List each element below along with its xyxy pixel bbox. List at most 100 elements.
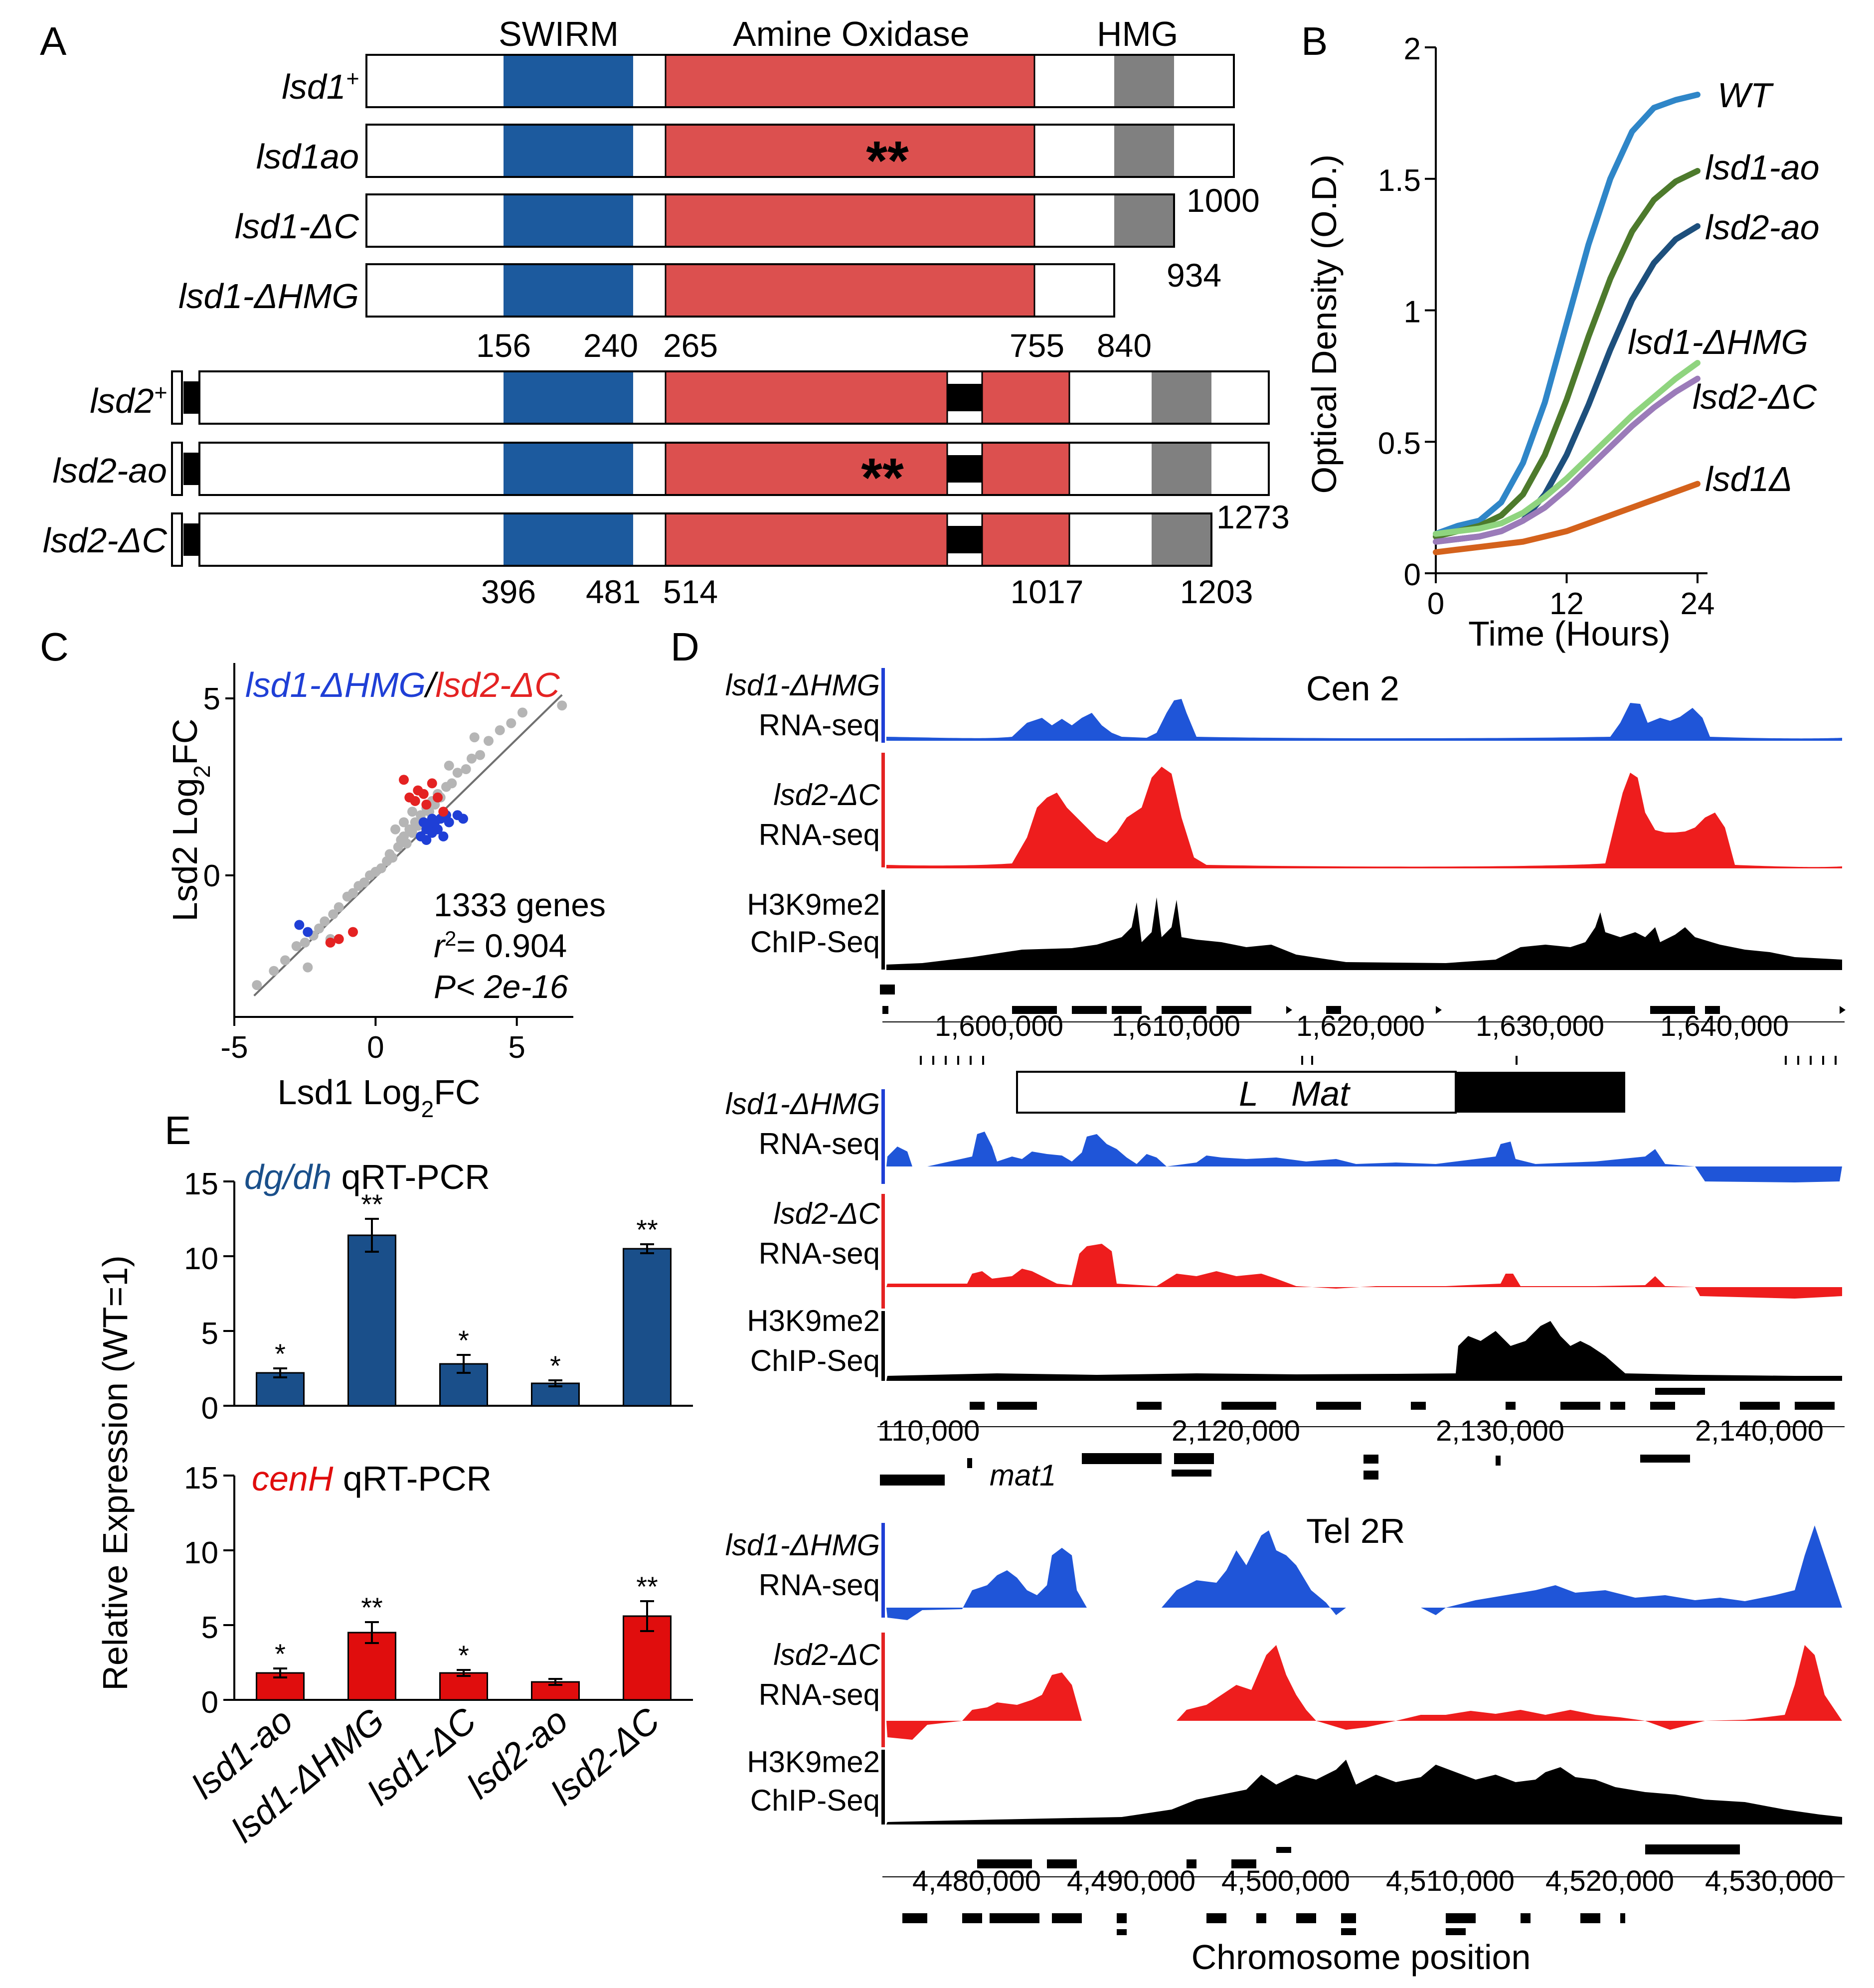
panel-label-d: D [671, 625, 699, 669]
scatter-point [280, 955, 290, 966]
scatter-point [303, 927, 313, 937]
scatter-point [447, 778, 457, 789]
curve-label-lsd1-dHMG: lsd1-ΔHMG [1628, 323, 1808, 361]
panel-c: C lsd1-ΔHMG/lsd2-ΔC Lsd2 Log2FC Lsd1 Log… [40, 625, 606, 1122]
expression-bar [347, 1234, 396, 1407]
lsd2-dC-bar [171, 512, 1212, 567]
scatter-point [291, 941, 302, 951]
aa-number: 1203 [1180, 573, 1253, 610]
x-tick-label: -5 [220, 1030, 248, 1065]
aa-number: 156 [476, 327, 531, 364]
panel-label-a: A [40, 19, 67, 63]
growth-xlabel: Time (Hours) [1468, 614, 1671, 653]
scatter-point [328, 909, 339, 920]
scatter-point [303, 962, 313, 973]
significance-mark: * [550, 1350, 561, 1381]
scatter-point [390, 824, 400, 834]
scatter-point [438, 807, 449, 817]
mat-genes [880, 1453, 1690, 1486]
scatter-point [401, 838, 412, 849]
scatter-title: lsd1-ΔHMG/lsd2-ΔC [245, 665, 560, 704]
growth-curve-line [1433, 375, 1701, 545]
coord-tick: 4,500,000 [1221, 1865, 1350, 1897]
track-label-lsd1: lsd1-ΔHMG [725, 1528, 880, 1562]
track-label-lsd1: lsd1-ΔHMG [725, 668, 880, 702]
x-tick-label: 24 [1681, 587, 1715, 621]
y-tick-label: 0 [1404, 558, 1421, 592]
scatter-point [421, 835, 432, 845]
significance-mark: ** [361, 1188, 383, 1220]
y-tick-label: 10 [184, 1242, 218, 1276]
aa-number: 1273 [1216, 498, 1290, 535]
aa-number: 1017 [1011, 573, 1084, 610]
track-h3k9-cen2 [886, 897, 1842, 970]
track-h3k9-tel [886, 1760, 1842, 1824]
scatter-point [467, 753, 477, 764]
scatter-point [427, 778, 437, 789]
significance-mark: * [458, 1640, 469, 1671]
gene-track-mat [970, 1388, 1835, 1410]
aa-number: 265 [663, 327, 718, 364]
coord-tick: 110,000 [877, 1415, 980, 1447]
mutation-mark: ** [861, 447, 904, 508]
gene-track-cen2 [882, 1006, 1846, 1014]
scatter-point [506, 718, 516, 728]
construct-label: lsd2-ΔC [43, 521, 168, 560]
track-lsd2-cen2 [886, 767, 1842, 868]
track-label-chip: ChIP-Seq [750, 1784, 880, 1817]
construct-label: lsd1+ [282, 66, 359, 107]
construct-label: lsd1-ΔC [235, 207, 359, 246]
growth-curve-line [1433, 91, 1701, 537]
lsd1ao-bar: ** [365, 124, 1235, 191]
scatter-ticks: -5 0 5 5 0 [203, 682, 525, 1065]
y-tick-label: 1 [1404, 295, 1421, 330]
y-tick-label: 15 [184, 1461, 218, 1495]
lsd1-dHMG-bar [365, 263, 1115, 318]
y-tick-label: 0 [201, 1685, 218, 1720]
growth-ticks: 0 0.5 1 1.5 2 0 12 24 [1378, 32, 1715, 621]
y-tick-label: 10 [184, 1536, 218, 1570]
y-tick-label: 0 [203, 859, 220, 893]
scatter-point [399, 817, 409, 828]
coord-tick: 2,120,000 [1172, 1415, 1300, 1447]
scatter-point [269, 966, 279, 976]
scatter-xlabel: Lsd1 Log2FC [278, 1073, 481, 1122]
scatter-point [484, 736, 494, 746]
expression-ylabel: Relative Expression (WT=1) [96, 1255, 135, 1690]
y-tick-label: 1.5 [1378, 164, 1421, 198]
x-tick-label: 0 [1427, 587, 1444, 621]
domain-label-swirm: SWIRM [499, 14, 619, 53]
y-tick-label: 5 [201, 1611, 218, 1645]
domain-label-hmg: HMG [1097, 14, 1178, 53]
track-label-lsd2: lsd2-ΔC [773, 778, 880, 812]
scatter-point [399, 775, 409, 785]
track-label-rna: RNA-seq [759, 1678, 880, 1711]
scatter-point [294, 920, 305, 930]
scatter-point [469, 732, 480, 743]
scatter-point [444, 817, 454, 828]
aa-number: 396 [481, 573, 536, 610]
coord-tick: 1,630,000 [1476, 1010, 1604, 1042]
coord-tick: 4,510,000 [1386, 1865, 1515, 1897]
track-label-lsd2: lsd2-ΔC [773, 1638, 880, 1671]
scatter-point [252, 980, 262, 991]
lsd1-plus-bar [365, 54, 1235, 108]
scatter-point [410, 796, 420, 806]
panel-d: D Cen 2 lsd1-ΔHMG RNA-seq lsd2-ΔC RNA-se… [671, 625, 1846, 1977]
significance-mark: ** [636, 1571, 658, 1602]
panel-label-b: B [1301, 19, 1328, 63]
aa-number: 514 [663, 573, 718, 610]
track-label-chip: ChIP-Seq [750, 925, 880, 959]
scatter-point [517, 707, 527, 718]
scatter-annotation-genes: 1333 genes [434, 886, 606, 923]
significance-mark: ** [361, 1592, 383, 1623]
growth-curve-line [1433, 223, 1701, 545]
scatter-point [458, 814, 468, 824]
coord-tick: 2,130,000 [1436, 1415, 1564, 1447]
curve-label-lsd1-ao: lsd1-ao [1705, 148, 1820, 187]
expression-bar [439, 1672, 488, 1701]
coord-tick: 1,640,000 [1660, 1010, 1789, 1042]
track-lsd1-tel [886, 1525, 1842, 1620]
region-mat: L Mat K lsd1-ΔHMG RNA-seq lsd2-ΔC RNA-se… [725, 1056, 1845, 1492]
